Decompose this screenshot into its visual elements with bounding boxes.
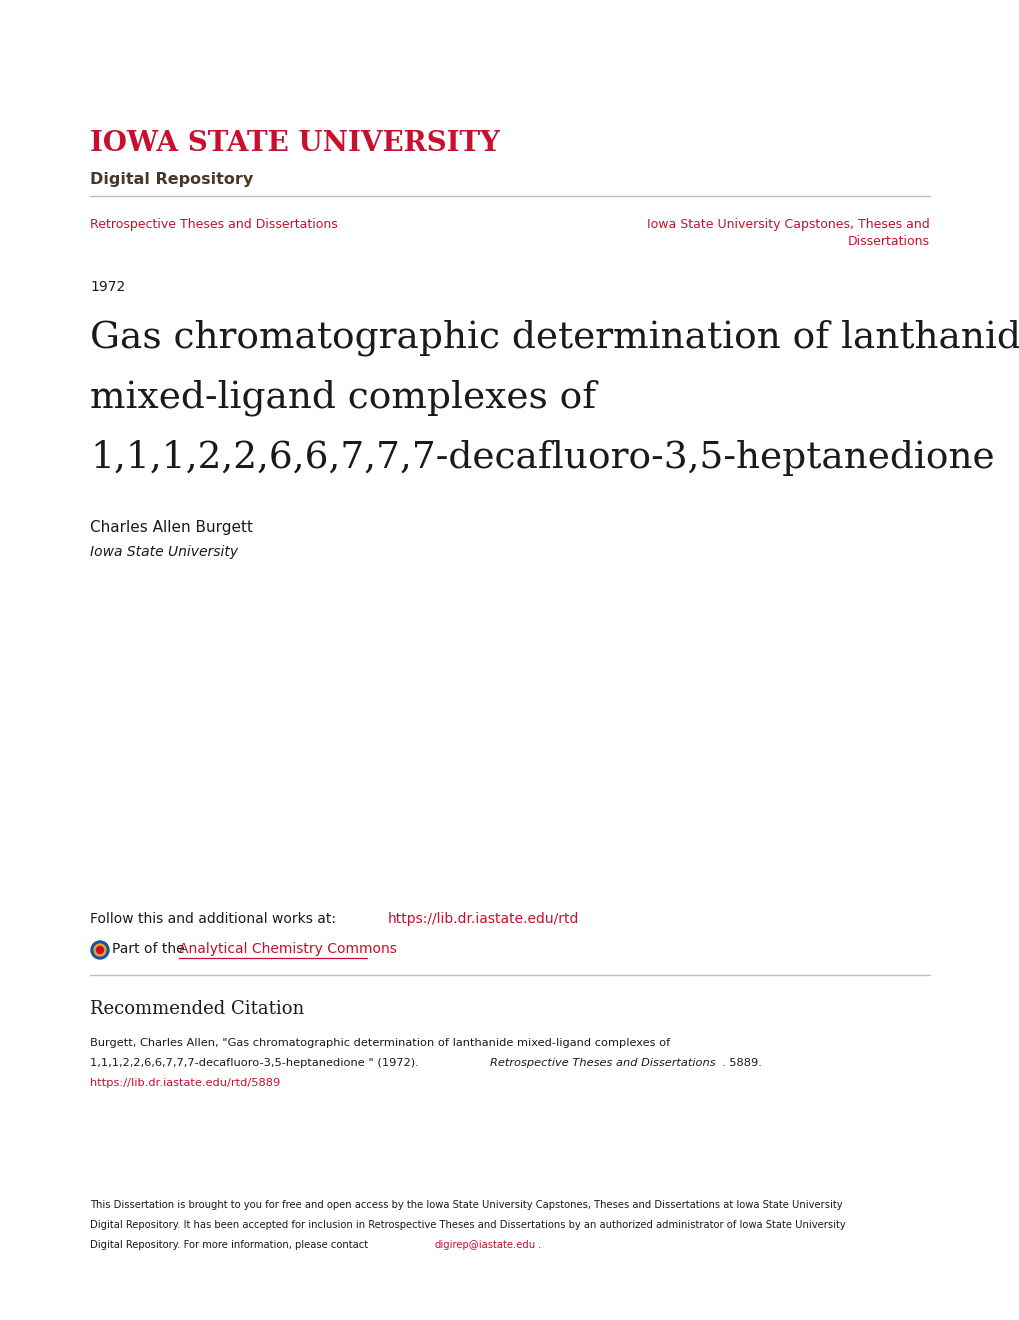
Text: Gas chromatographic determination of lanthanide: Gas chromatographic determination of lan… <box>90 319 1019 356</box>
Text: digirep@iastate.edu: digirep@iastate.edu <box>434 1239 536 1250</box>
Text: .: . <box>537 1239 541 1250</box>
Text: mixed-ligand complexes of: mixed-ligand complexes of <box>90 380 595 417</box>
Circle shape <box>91 941 109 960</box>
Text: Retrospective Theses and Dissertations: Retrospective Theses and Dissertations <box>489 1059 715 1068</box>
Text: Analytical Chemistry Commons: Analytical Chemistry Commons <box>178 942 396 956</box>
Circle shape <box>94 944 106 956</box>
Text: https://lib.dr.iastate.edu/rtd: https://lib.dr.iastate.edu/rtd <box>387 912 579 927</box>
Text: Digital Repository: Digital Repository <box>90 172 253 187</box>
Text: This Dissertation is brought to you for free and open access by the Iowa State U: This Dissertation is brought to you for … <box>90 1200 842 1210</box>
Text: Part of the: Part of the <box>112 942 189 956</box>
Text: Digital Repository. For more information, please contact: Digital Repository. For more information… <box>90 1239 371 1250</box>
Text: Recommended Citation: Recommended Citation <box>90 1001 304 1018</box>
Text: Follow this and additional works at:: Follow this and additional works at: <box>90 912 340 927</box>
Text: https://lib.dr.iastate.edu/rtd/5889: https://lib.dr.iastate.edu/rtd/5889 <box>90 1078 280 1088</box>
Text: IOWA STATE UNIVERSITY: IOWA STATE UNIVERSITY <box>90 129 499 157</box>
Text: Dissertations: Dissertations <box>847 235 929 248</box>
Text: 1972: 1972 <box>90 280 125 294</box>
Text: Digital Repository. It has been accepted for inclusion in Retrospective Theses a: Digital Repository. It has been accepted… <box>90 1220 845 1230</box>
Text: Burgett, Charles Allen, "Gas chromatographic determination of lanthanide mixed-l: Burgett, Charles Allen, "Gas chromatogra… <box>90 1038 669 1048</box>
Text: Iowa State University: Iowa State University <box>90 545 237 558</box>
Text: 1,1,1,2,2,6,6,7,7,7-decafluoro-3,5-heptanedione: 1,1,1,2,2,6,6,7,7,7-decafluoro-3,5-hepta… <box>90 440 994 477</box>
Text: Retrospective Theses and Dissertations: Retrospective Theses and Dissertations <box>90 218 337 231</box>
Text: Charles Allen Burgett: Charles Allen Burgett <box>90 520 253 535</box>
Circle shape <box>97 946 103 953</box>
Text: . 5889.: . 5889. <box>721 1059 761 1068</box>
Text: 1,1,1,2,2,6,6,7,7,7-decafluoro-3,5-heptanedione " (1972).: 1,1,1,2,2,6,6,7,7,7-decafluoro-3,5-hepta… <box>90 1059 422 1068</box>
Text: Iowa State University Capstones, Theses and: Iowa State University Capstones, Theses … <box>647 218 929 231</box>
